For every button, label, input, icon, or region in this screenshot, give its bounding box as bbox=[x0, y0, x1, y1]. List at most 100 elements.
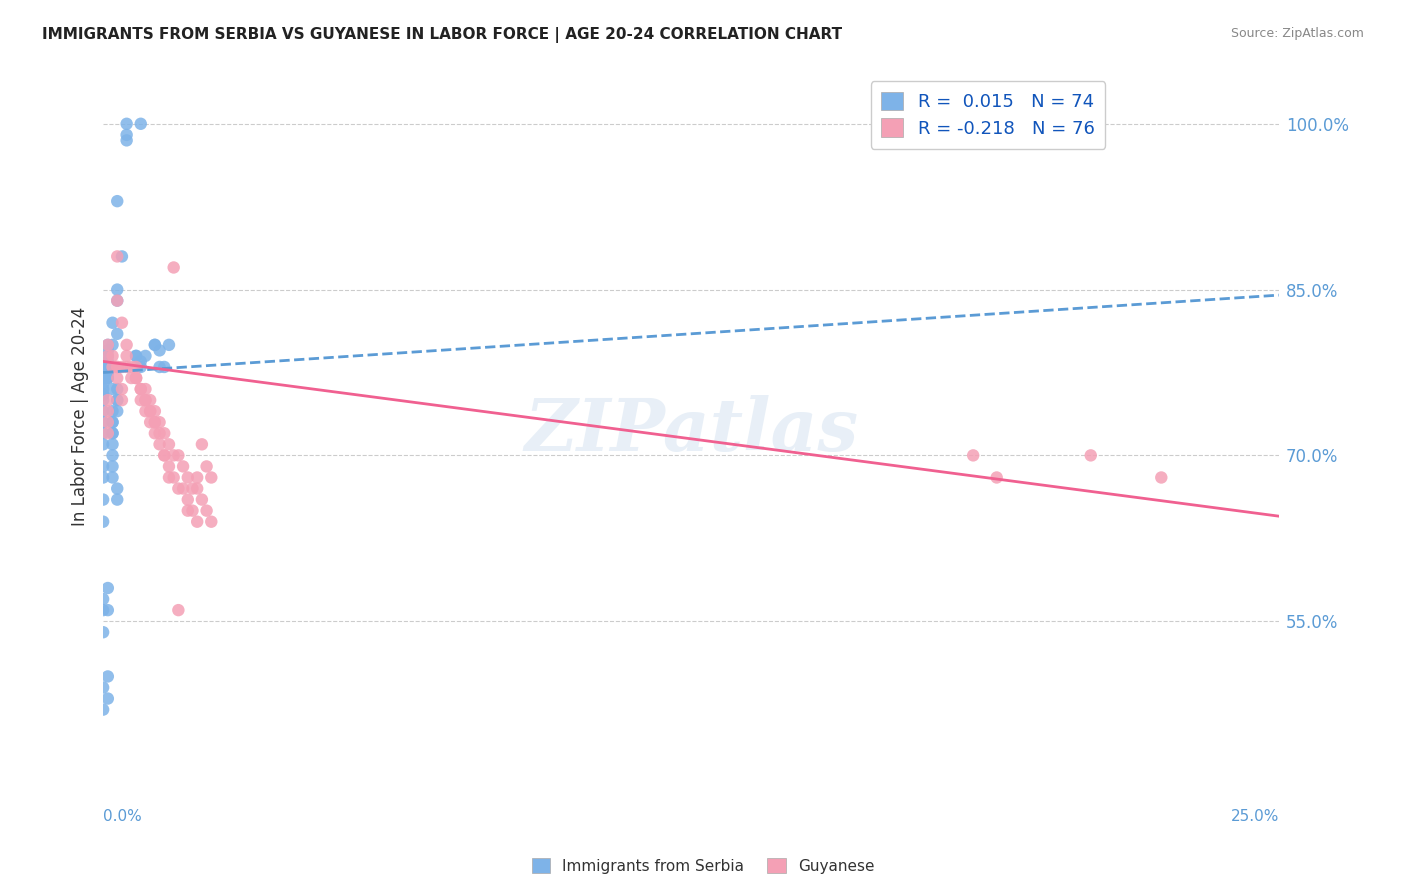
Point bbox=[134, 393, 156, 408]
Point bbox=[105, 359, 128, 374]
Point bbox=[101, 426, 124, 441]
Point bbox=[195, 459, 218, 474]
Point bbox=[195, 503, 218, 517]
Point bbox=[97, 354, 120, 368]
Point bbox=[167, 449, 190, 463]
Point bbox=[153, 449, 176, 463]
Point bbox=[91, 371, 114, 385]
Point bbox=[91, 404, 114, 418]
Point bbox=[181, 503, 204, 517]
Point bbox=[97, 581, 120, 595]
Point bbox=[101, 426, 124, 441]
Point bbox=[172, 459, 194, 474]
Point bbox=[105, 293, 128, 308]
Point bbox=[143, 426, 166, 441]
Point bbox=[101, 437, 124, 451]
Point bbox=[153, 359, 176, 374]
Point bbox=[105, 492, 128, 507]
Point bbox=[143, 415, 166, 429]
Point bbox=[91, 625, 114, 640]
Point bbox=[153, 426, 176, 441]
Point bbox=[125, 371, 148, 385]
Point bbox=[143, 415, 166, 429]
Point bbox=[1150, 470, 1173, 484]
Point bbox=[101, 316, 124, 330]
Point bbox=[120, 359, 142, 374]
Point bbox=[200, 470, 222, 484]
Text: 25.0%: 25.0% bbox=[1230, 809, 1279, 824]
Point bbox=[97, 393, 120, 408]
Point bbox=[200, 515, 222, 529]
Point bbox=[101, 459, 124, 474]
Point bbox=[97, 415, 120, 429]
Legend: R =  0.015   N = 74, R = -0.218   N = 76: R = 0.015 N = 74, R = -0.218 N = 76 bbox=[870, 81, 1105, 149]
Point bbox=[125, 349, 148, 363]
Point bbox=[148, 426, 170, 441]
Point bbox=[91, 515, 114, 529]
Point bbox=[125, 349, 148, 363]
Point bbox=[148, 415, 170, 429]
Point bbox=[129, 354, 152, 368]
Point bbox=[139, 415, 162, 429]
Point bbox=[97, 343, 120, 358]
Point bbox=[148, 343, 170, 358]
Text: IMMIGRANTS FROM SERBIA VS GUYANESE IN LABOR FORCE | AGE 20-24 CORRELATION CHART: IMMIGRANTS FROM SERBIA VS GUYANESE IN LA… bbox=[42, 27, 842, 43]
Point bbox=[101, 415, 124, 429]
Point bbox=[111, 382, 134, 396]
Point bbox=[105, 359, 128, 374]
Point bbox=[97, 349, 120, 363]
Point bbox=[148, 359, 170, 374]
Point bbox=[157, 470, 180, 484]
Point bbox=[163, 470, 186, 484]
Point bbox=[177, 470, 200, 484]
Point bbox=[91, 470, 114, 484]
Point bbox=[129, 117, 152, 131]
Point bbox=[134, 393, 156, 408]
Point bbox=[91, 382, 114, 396]
Point bbox=[115, 338, 138, 352]
Point bbox=[125, 371, 148, 385]
Point bbox=[105, 482, 128, 496]
Point bbox=[97, 359, 120, 374]
Point bbox=[120, 371, 142, 385]
Point bbox=[105, 293, 128, 308]
Point bbox=[191, 492, 214, 507]
Point bbox=[91, 376, 114, 391]
Point bbox=[191, 437, 214, 451]
Point bbox=[91, 492, 114, 507]
Point bbox=[139, 404, 162, 418]
Point bbox=[167, 603, 190, 617]
Point bbox=[97, 371, 120, 385]
Point bbox=[115, 349, 138, 363]
Text: ZIPatlas: ZIPatlas bbox=[524, 395, 858, 467]
Point bbox=[163, 449, 186, 463]
Point bbox=[134, 404, 156, 418]
Point bbox=[97, 349, 120, 363]
Point bbox=[181, 482, 204, 496]
Point bbox=[111, 359, 134, 374]
Point bbox=[91, 393, 114, 408]
Point bbox=[91, 387, 114, 401]
Point bbox=[101, 415, 124, 429]
Point bbox=[97, 603, 120, 617]
Point bbox=[129, 393, 152, 408]
Point bbox=[97, 359, 120, 374]
Point bbox=[129, 359, 152, 374]
Point bbox=[129, 382, 152, 396]
Point bbox=[115, 128, 138, 142]
Point bbox=[97, 338, 120, 352]
Point bbox=[167, 482, 190, 496]
Point bbox=[105, 249, 128, 263]
Point bbox=[186, 482, 208, 496]
Text: Source: ZipAtlas.com: Source: ZipAtlas.com bbox=[1230, 27, 1364, 40]
Point bbox=[105, 326, 128, 341]
Point bbox=[105, 393, 128, 408]
Point bbox=[97, 426, 120, 441]
Point bbox=[186, 470, 208, 484]
Point bbox=[125, 359, 148, 374]
Point bbox=[129, 382, 152, 396]
Point bbox=[177, 503, 200, 517]
Point bbox=[163, 260, 186, 275]
Point bbox=[105, 283, 128, 297]
Point bbox=[134, 382, 156, 396]
